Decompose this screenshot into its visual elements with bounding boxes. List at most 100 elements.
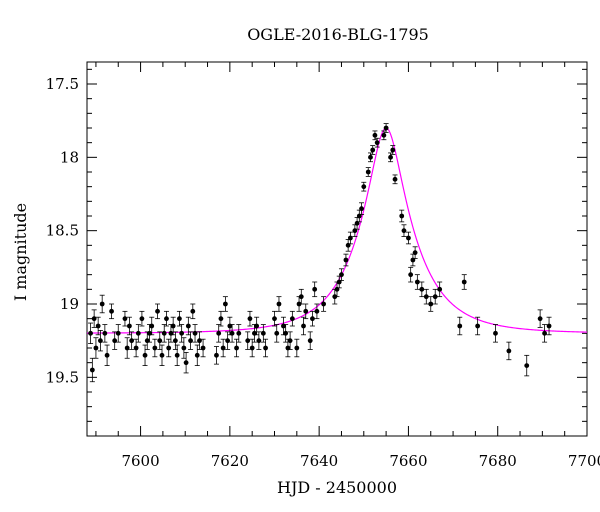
data-point xyxy=(272,310,277,327)
data-point xyxy=(408,266,414,283)
chart-title: OGLE-2016-BLG-1795 xyxy=(247,25,429,44)
data-point xyxy=(213,346,219,365)
point-marker xyxy=(97,338,103,344)
x-tick-label: 7680 xyxy=(479,452,517,470)
data-point xyxy=(537,309,543,328)
data-point xyxy=(457,316,463,336)
data-point xyxy=(152,338,158,358)
data-point xyxy=(188,331,194,350)
data-point xyxy=(254,316,260,336)
point-marker xyxy=(161,330,167,336)
y-tick-label: 19.5 xyxy=(46,368,79,386)
point-marker xyxy=(142,352,148,358)
point-marker xyxy=(188,338,193,344)
point-marker xyxy=(179,330,185,336)
point-marker xyxy=(122,316,128,322)
point-marker xyxy=(149,323,155,329)
data-point xyxy=(247,310,253,327)
data-point xyxy=(104,344,110,367)
point-marker xyxy=(506,348,512,354)
point-marker xyxy=(190,308,196,314)
point-marker xyxy=(368,154,373,160)
data-points-layer xyxy=(88,123,552,383)
point-marker xyxy=(374,140,380,146)
point-marker xyxy=(93,345,99,351)
data-point xyxy=(93,337,99,359)
point-marker xyxy=(390,147,396,153)
data-point xyxy=(183,351,189,374)
point-marker xyxy=(461,279,467,285)
data-point xyxy=(200,338,206,358)
data-point xyxy=(91,309,97,328)
data-point xyxy=(524,354,530,377)
data-point xyxy=(190,303,196,320)
data-point xyxy=(405,231,411,245)
point-marker xyxy=(95,323,101,329)
point-marker xyxy=(155,308,160,314)
point-marker xyxy=(225,338,231,344)
data-point xyxy=(546,316,552,336)
point-marker xyxy=(222,301,228,307)
point-marker xyxy=(152,345,158,351)
data-point xyxy=(176,310,182,327)
point-marker xyxy=(166,345,172,351)
data-point xyxy=(139,310,145,327)
point-marker xyxy=(115,330,121,336)
data-point xyxy=(181,337,187,359)
y-axis-label: I magnitude xyxy=(11,203,30,301)
data-point xyxy=(383,123,389,133)
point-marker xyxy=(432,294,438,300)
point-marker xyxy=(392,176,398,182)
point-marker xyxy=(347,235,353,241)
point-marker xyxy=(109,308,114,314)
point-marker xyxy=(303,308,309,314)
data-point xyxy=(124,337,130,359)
data-point xyxy=(414,274,420,290)
data-point xyxy=(345,239,351,252)
x-axis-label: HJD - 2450000 xyxy=(277,478,397,497)
point-marker xyxy=(254,323,260,329)
data-point xyxy=(307,331,313,350)
x-tick-label: 7620 xyxy=(211,452,249,470)
point-marker xyxy=(181,345,187,351)
data-point xyxy=(365,167,371,177)
point-marker xyxy=(423,294,429,300)
x-axis: 7600 7620 7640 7660 7680 7700 xyxy=(95,62,600,470)
data-point xyxy=(347,231,353,245)
data-point xyxy=(359,202,365,215)
point-marker xyxy=(88,330,93,336)
point-marker xyxy=(419,286,425,292)
data-point xyxy=(309,310,315,327)
data-point xyxy=(367,152,373,163)
point-marker xyxy=(99,301,105,307)
point-marker xyxy=(283,330,289,336)
point-marker xyxy=(370,147,376,153)
point-marker xyxy=(135,330,141,336)
point-marker xyxy=(157,338,163,344)
data-point xyxy=(220,338,226,358)
point-marker xyxy=(339,272,344,278)
data-point xyxy=(432,288,438,305)
point-marker xyxy=(406,235,411,241)
point-marker xyxy=(133,345,139,351)
data-point xyxy=(390,145,396,155)
point-marker xyxy=(399,213,405,219)
x-tick-label: 7640 xyxy=(300,452,338,470)
point-marker xyxy=(310,316,315,322)
point-marker xyxy=(383,125,389,131)
data-point xyxy=(336,275,342,289)
data-point xyxy=(245,331,251,350)
data-point xyxy=(89,357,95,383)
x-tick-label: 7660 xyxy=(389,452,427,470)
data-point xyxy=(412,246,418,259)
data-point xyxy=(172,331,178,350)
data-point xyxy=(361,181,367,192)
point-marker xyxy=(381,132,387,138)
y-tick-label: 17.5 xyxy=(46,75,79,93)
data-point xyxy=(155,303,161,320)
point-marker xyxy=(359,206,364,212)
point-marker xyxy=(412,250,418,256)
point-marker xyxy=(365,169,371,175)
data-point xyxy=(392,174,398,185)
